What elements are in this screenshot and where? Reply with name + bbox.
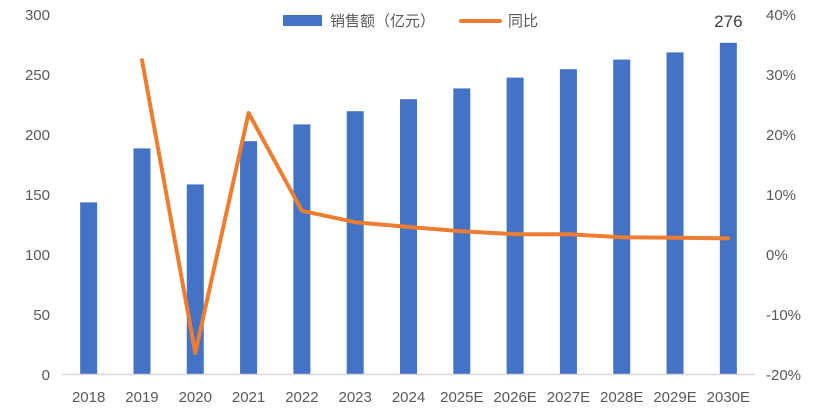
- x-tick-label: 2019: [125, 389, 158, 406]
- sales-bar: [80, 202, 98, 374]
- left-tick-label: 250: [25, 67, 50, 84]
- x-tick-label: 2021: [232, 389, 265, 406]
- x-tick-label: 2028E: [600, 389, 643, 406]
- right-tick-label: 20%: [766, 127, 796, 144]
- bar-value-label: 276: [714, 12, 742, 31]
- right-tick-label: 40%: [766, 7, 796, 24]
- sales-bar: [400, 99, 417, 374]
- right-axis-ticks: -20% -10% 0% 10% 20% 30% 40%: [766, 7, 801, 384]
- x-tick-label: 2029E: [653, 389, 696, 406]
- x-axis-ticks: 2018 2019 2020 2021 2022 2023 2024 2025E 2026E 20…: [72, 389, 750, 406]
- sales-bar: [613, 59, 631, 374]
- sales-bar: [293, 124, 311, 375]
- x-tick-label: 2026E: [493, 389, 536, 406]
- yoy-line: [140, 58, 731, 355]
- sales-bar: [506, 77, 524, 374]
- sales-bar: [346, 111, 364, 374]
- left-axis-ticks: 0 50 100 150 200 250 300: [25, 7, 50, 384]
- x-tick-label: 2024: [392, 389, 425, 406]
- sales-bar: [240, 141, 258, 374]
- legend-bar-label: 销售额（亿元）: [330, 12, 435, 30]
- legend-line-label: 同比: [508, 12, 538, 30]
- sales-bar: [559, 69, 577, 374]
- legend-bar-swatch: [283, 15, 322, 26]
- x-tick-label: 2030E: [707, 389, 750, 406]
- x-tick-label: 2027E: [547, 389, 590, 406]
- right-tick-label: -10%: [766, 307, 801, 324]
- right-tick-label: -20%: [766, 367, 801, 384]
- left-tick-label: 300: [25, 7, 50, 24]
- sales-bar: [719, 42, 737, 375]
- x-tick-label: 2020: [179, 389, 212, 406]
- left-tick-label: 50: [33, 307, 50, 324]
- left-tick-label: 0: [42, 367, 50, 384]
- x-tick-label: 2022: [285, 389, 318, 406]
- right-tick-label: 0%: [766, 247, 788, 264]
- left-tick-label: 200: [25, 127, 50, 144]
- sales-bar: [133, 148, 151, 374]
- right-tick-label: 10%: [766, 187, 796, 204]
- x-tick-label: 2025E: [440, 389, 483, 406]
- x-tick-label: 2018: [72, 389, 105, 406]
- x-tick-label: 2023: [339, 389, 372, 406]
- sales-bars: [80, 42, 737, 375]
- left-tick-label: 150: [25, 187, 50, 204]
- sales-bar: [666, 52, 684, 375]
- right-tick-label: 30%: [766, 67, 796, 84]
- data-labels: 276: [714, 12, 742, 31]
- legend: 销售额（亿元） 同比: [283, 12, 538, 30]
- left-tick-label: 100: [25, 247, 50, 264]
